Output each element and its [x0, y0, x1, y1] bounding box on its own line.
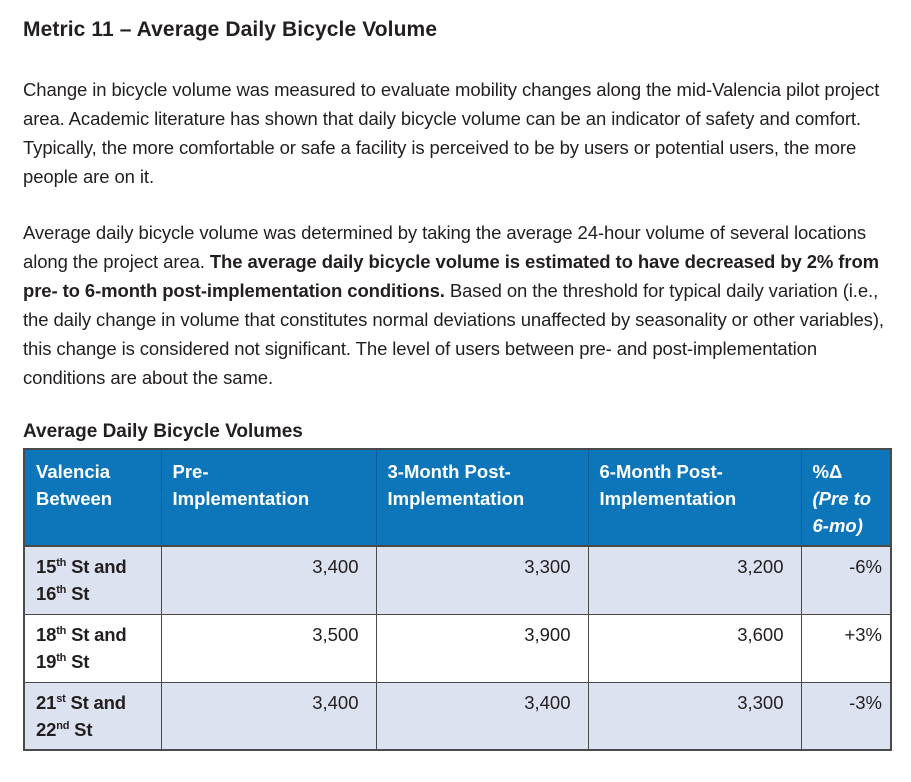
percent-change-value: +3% — [800, 613, 892, 683]
ordinal-superscript: th — [56, 624, 67, 637]
post-6-month-value: 3,600 — [587, 613, 802, 683]
ordinal-superscript: nd — [56, 719, 70, 732]
header-line: Pre- — [172, 461, 209, 482]
header-note-line: (Pre to — [812, 488, 872, 509]
post-6-month-value: 3,300 — [587, 681, 802, 751]
table-row-21st-22nd: 21st St and 22nd St 3,400 3,400 3,300 -3% — [23, 681, 892, 751]
column-header-pre-implementation: Pre- Implementation — [161, 449, 377, 547]
bicycle-volumes-table: Valencia Between Pre- Implementation 3-Mon… — [23, 448, 892, 751]
ordinal-superscript: th — [56, 556, 67, 569]
pre-implementation-value: 3,400 — [160, 681, 377, 751]
pre-implementation-value: 3,400 — [160, 545, 377, 615]
header-line: Implementation — [387, 488, 525, 509]
header-line: 3-Month Post- — [387, 461, 511, 482]
column-header-percent-delta: %Δ (Pre to 6-mo) — [801, 449, 891, 547]
ordinal-superscript: th — [56, 651, 67, 664]
post-3-month-value: 3,400 — [375, 681, 589, 751]
table-body: 15th St and 16th St 3,400 3,300 3,200 -6%… — [23, 545, 892, 751]
percent-change-value: -6% — [800, 545, 892, 615]
post-3-month-value: 3,300 — [375, 545, 589, 615]
column-header-3-month-post: 3-Month Post- Implementation — [376, 449, 589, 547]
page-title: Metric 11 – Average Daily Bicycle Volume — [23, 18, 438, 41]
post-6-month-value: 3,200 — [587, 545, 802, 615]
header-note-line: 6-mo) — [812, 515, 863, 536]
paragraph-findings-text-2: Based on the threshold for typical daily… — [23, 280, 884, 388]
post-3-month-value: 3,900 — [375, 613, 589, 683]
table-header-row: Valencia Between Pre- Implementation 3-Mon… — [24, 449, 891, 547]
paragraph-findings-bold-statement: The average daily bicycle volume is esti… — [23, 251, 880, 301]
table-title: Average Daily Bicycle Volumes — [23, 421, 303, 442]
header-line: Implementation — [172, 488, 310, 509]
table-row-15th-16th: 15th St and 16th St 3,400 3,300 3,200 -6% — [23, 545, 892, 615]
percent-change-value: -3% — [800, 681, 892, 751]
table-row-18th-19th: 18th St and 19th St 3,500 3,900 3,600 +3% — [23, 613, 892, 683]
paragraph-findings: Average daily bicycle volume was determi… — [23, 218, 889, 392]
column-header-6-month-post: 6-Month Post- Implementation — [588, 449, 802, 547]
header-line: 6-Month Post- — [599, 461, 723, 482]
paragraph-findings-text-1: Average daily bicycle volume was determi… — [23, 222, 867, 272]
table-header: Valencia Between Pre- Implementation 3-Mon… — [24, 449, 891, 547]
street-range-cell: 21st St and 22nd St — [23, 681, 162, 751]
pre-implementation-value: 3,500 — [160, 613, 377, 683]
street-range-cell: 18th St and 19th St — [23, 613, 162, 683]
column-header-valencia-between: Valencia Between — [24, 449, 162, 547]
ordinal-superscript: st — [56, 692, 66, 705]
ordinal-superscript: th — [56, 583, 67, 596]
header-line: Valencia — [36, 461, 111, 482]
street-range-cell: 15th St and 16th St — [23, 545, 162, 615]
header-line: Between — [36, 488, 113, 509]
paragraph-intro: Change in bicycle volume was measured to… — [23, 75, 889, 191]
header-line: %Δ — [812, 461, 843, 482]
paragraph-intro-text: Change in bicycle volume was measured to… — [23, 79, 880, 187]
header-line: Implementation — [599, 488, 737, 509]
